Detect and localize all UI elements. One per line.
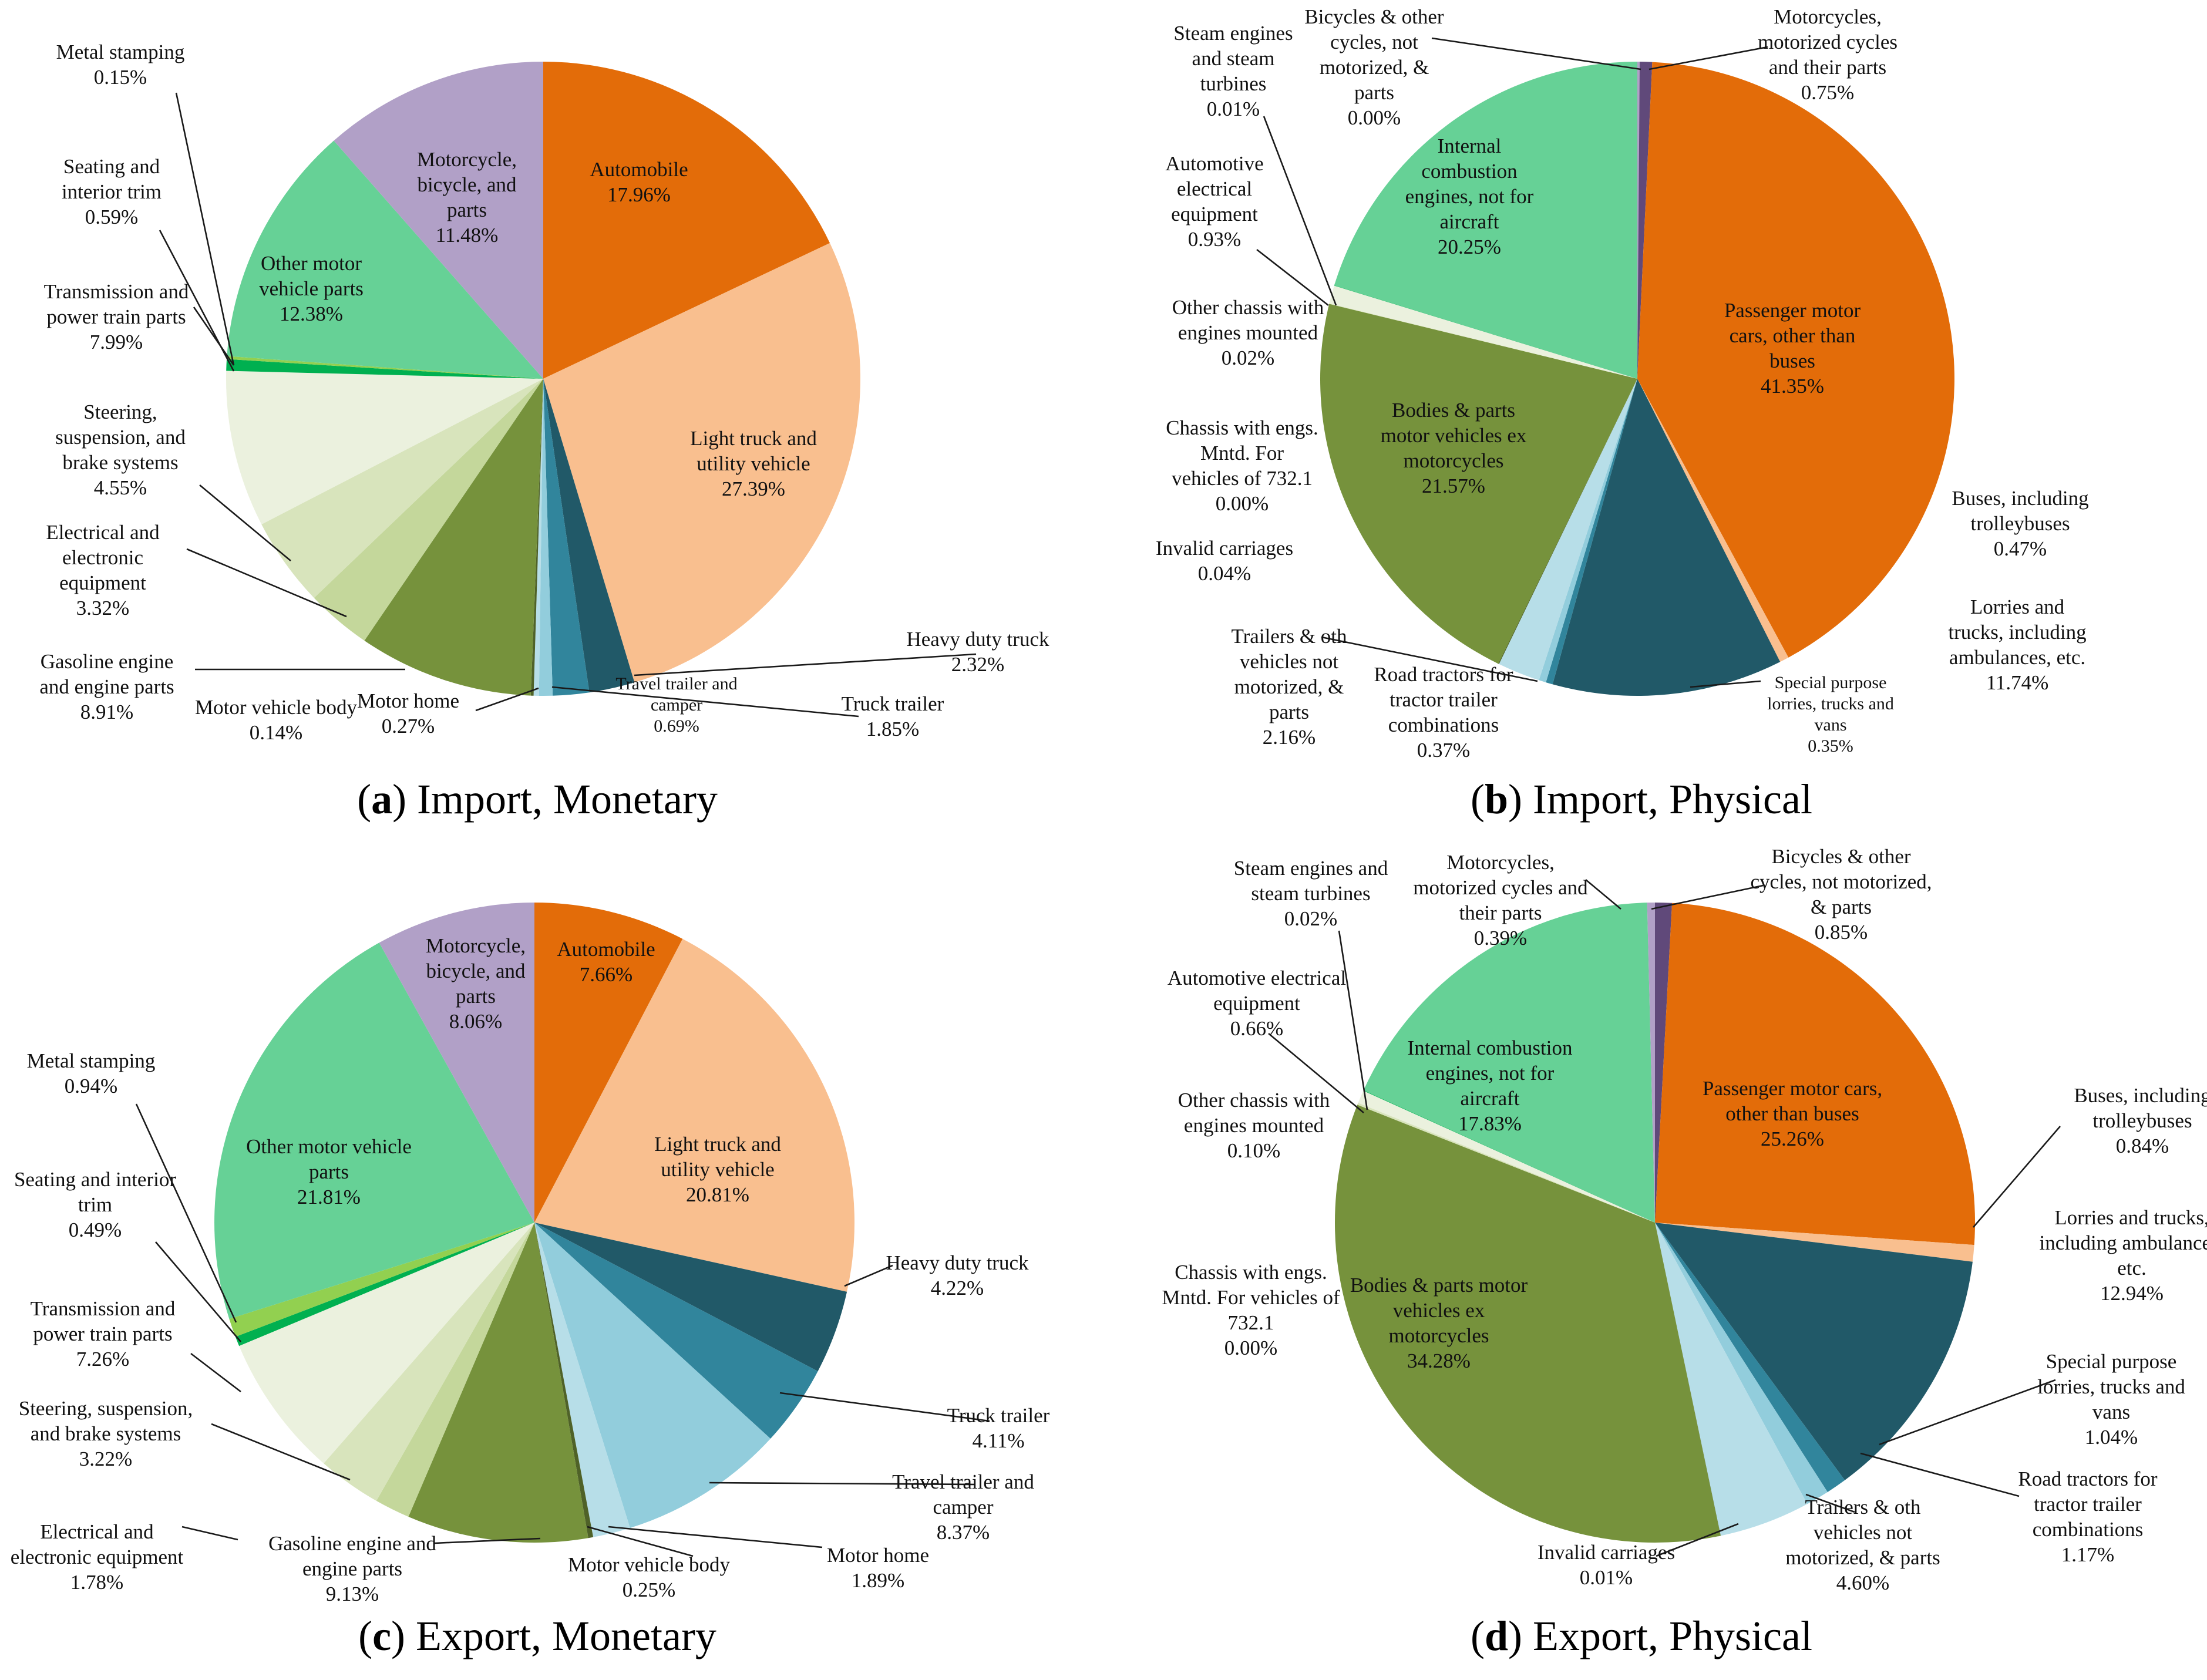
pie-c: [214, 903, 854, 1543]
caption-b: (b) Import, Physical: [1471, 776, 1812, 823]
caption-d: (d) Export, Physical: [1471, 1612, 1812, 1659]
pie-a: [226, 62, 860, 696]
caption-c: (c) Export, Monetary: [358, 1612, 716, 1659]
figure-canvas: Automobile 17.96%Light truck and utility v…: [0, 0, 2207, 1677]
caption-a: (a) Import, Monetary: [357, 776, 718, 823]
pie-d: [1335, 903, 1975, 1543]
figure: Automobile 17.96% Light truck and utility v…: [0, 0, 2207, 1677]
pie-b: [1320, 62, 1954, 696]
